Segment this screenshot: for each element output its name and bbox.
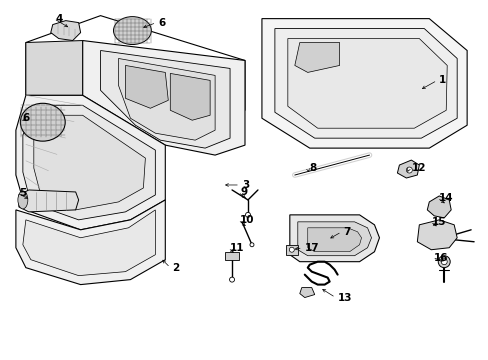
Polygon shape bbox=[170, 73, 210, 120]
Text: 3: 3 bbox=[242, 180, 249, 190]
Polygon shape bbox=[307, 228, 361, 252]
Polygon shape bbox=[125, 66, 168, 108]
Polygon shape bbox=[416, 220, 456, 250]
Text: 6: 6 bbox=[158, 18, 165, 28]
Polygon shape bbox=[82, 41, 244, 155]
Text: 9: 9 bbox=[240, 187, 246, 197]
Ellipse shape bbox=[440, 259, 447, 265]
Polygon shape bbox=[427, 196, 450, 218]
Polygon shape bbox=[289, 215, 379, 262]
Polygon shape bbox=[23, 210, 155, 276]
Text: 5: 5 bbox=[19, 188, 26, 198]
Polygon shape bbox=[287, 39, 447, 128]
Polygon shape bbox=[51, 21, 81, 41]
Ellipse shape bbox=[18, 191, 28, 209]
Ellipse shape bbox=[20, 103, 65, 141]
Polygon shape bbox=[16, 95, 165, 230]
Bar bbox=[224, 252, 239, 260]
Text: 7: 7 bbox=[343, 227, 350, 237]
Polygon shape bbox=[118, 58, 215, 140]
Polygon shape bbox=[397, 160, 419, 178]
Text: 2: 2 bbox=[172, 263, 179, 273]
Text: 12: 12 bbox=[410, 163, 425, 173]
Polygon shape bbox=[23, 105, 155, 220]
Text: 6: 6 bbox=[23, 113, 30, 123]
Ellipse shape bbox=[229, 277, 234, 282]
Polygon shape bbox=[262, 19, 466, 148]
Text: 11: 11 bbox=[229, 243, 244, 253]
Bar bbox=[285, 245, 297, 255]
Ellipse shape bbox=[249, 243, 253, 247]
Polygon shape bbox=[16, 200, 165, 285]
Polygon shape bbox=[297, 222, 371, 256]
Polygon shape bbox=[19, 190, 79, 212]
Text: 1: 1 bbox=[438, 75, 446, 85]
Text: 16: 16 bbox=[433, 253, 448, 263]
Polygon shape bbox=[299, 288, 314, 298]
Text: 10: 10 bbox=[240, 215, 254, 225]
Ellipse shape bbox=[437, 256, 449, 268]
Ellipse shape bbox=[289, 247, 294, 252]
Text: 15: 15 bbox=[431, 217, 446, 227]
Polygon shape bbox=[274, 28, 456, 138]
Text: 4: 4 bbox=[56, 14, 63, 24]
Polygon shape bbox=[101, 50, 229, 148]
Polygon shape bbox=[34, 115, 145, 210]
Ellipse shape bbox=[406, 167, 411, 173]
Ellipse shape bbox=[113, 17, 151, 45]
Polygon shape bbox=[26, 15, 244, 118]
Text: 8: 8 bbox=[309, 163, 316, 173]
Polygon shape bbox=[26, 41, 82, 95]
Text: 14: 14 bbox=[438, 193, 453, 203]
Ellipse shape bbox=[245, 212, 250, 217]
Text: 13: 13 bbox=[337, 293, 351, 302]
Text: 17: 17 bbox=[304, 243, 319, 253]
Polygon shape bbox=[294, 42, 339, 72]
